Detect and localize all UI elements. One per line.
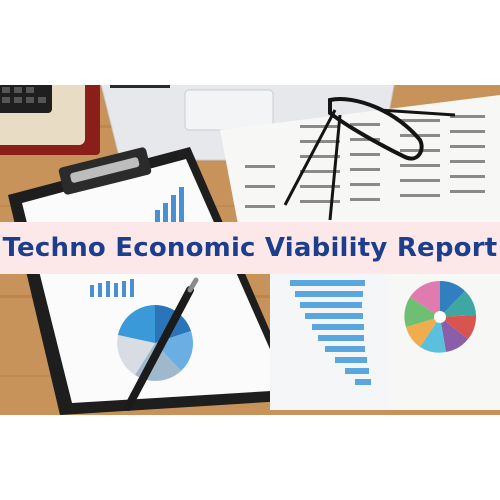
report-photo (0, 85, 500, 415)
glasses (283, 97, 456, 221)
clipboard (8, 147, 300, 415)
pen (124, 277, 199, 411)
report-title: Techno Economic Viability Report (2, 233, 498, 263)
title-banner: Techno Economic Viability Report (0, 222, 500, 274)
calculator (0, 85, 100, 155)
financial-table-sheet (220, 95, 500, 235)
